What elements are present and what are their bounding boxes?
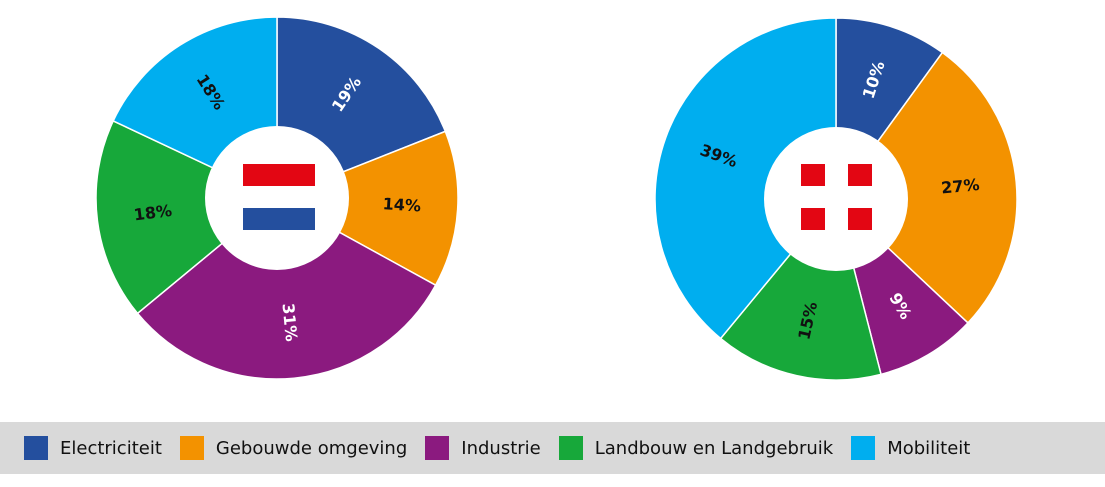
center-hole (205, 126, 349, 270)
slice (654, 17, 837, 340)
legend-label: Gebouwde omgeving (215, 437, 408, 459)
flag-square (801, 208, 825, 230)
legend-label: Electriciteit (60, 437, 162, 459)
legend: Electriciteit Gebouwde omgeving Industrie L… (0, 422, 1105, 474)
legend-item: Electriciteit (24, 436, 162, 460)
legend-swatch (24, 436, 48, 460)
center-hole (764, 127, 908, 271)
legend-swatch (851, 436, 876, 460)
legend-item: Landbouw en Landgebruik (558, 436, 834, 460)
legend-swatch (558, 436, 583, 460)
legend-item: Gebouwde omgeving (179, 436, 408, 460)
slice (835, 51, 1018, 324)
legend-item: Mobiliteit (851, 436, 970, 460)
value-label: 31% (278, 302, 301, 342)
value-label: 27% (940, 175, 980, 198)
flag-square (848, 208, 872, 230)
flag-blue (243, 208, 315, 230)
legend-swatch (425, 436, 450, 460)
legend-swatch (179, 436, 204, 460)
chart: 19%14%31%18%18% 10%27%9%15%39% (95, 16, 1018, 381)
legend-label: Industrie (461, 437, 541, 459)
value-label: 14% (382, 194, 421, 215)
legend-label: Landbouw en Landgebruik (594, 437, 834, 459)
slice (136, 197, 437, 380)
slice (275, 130, 459, 287)
flag-square (848, 164, 872, 186)
flag-red (243, 164, 315, 186)
flag-square (801, 164, 825, 186)
value-label: 18% (133, 201, 173, 225)
legend-label: Mobiliteit (887, 437, 971, 459)
legend-item: Industrie (425, 436, 541, 460)
slice (95, 119, 279, 315)
